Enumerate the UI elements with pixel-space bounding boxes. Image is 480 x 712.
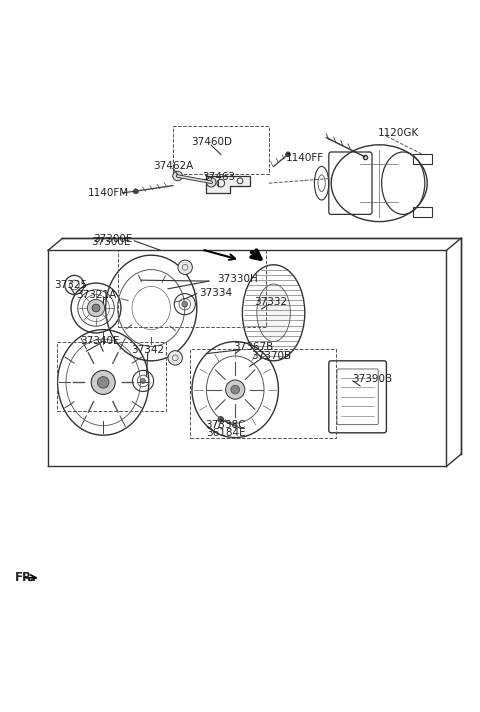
Text: 37321A: 37321A (76, 290, 116, 300)
Bar (413, 155, 432, 164)
Bar (413, 207, 432, 216)
Text: 1140FM: 1140FM (87, 188, 129, 198)
Circle shape (91, 370, 115, 394)
Text: 1120GK: 1120GK (378, 127, 419, 138)
Circle shape (178, 260, 192, 274)
Circle shape (182, 301, 188, 307)
Ellipse shape (257, 284, 290, 342)
Text: 37463: 37463 (202, 172, 235, 182)
Text: 37300E: 37300E (93, 234, 132, 244)
Text: 37367B: 37367B (233, 342, 274, 352)
Bar (190, 349, 336, 438)
Polygon shape (206, 176, 250, 193)
Circle shape (141, 379, 145, 383)
Text: 37370B: 37370B (251, 351, 291, 361)
Circle shape (286, 152, 290, 157)
Circle shape (226, 380, 245, 399)
Circle shape (173, 171, 182, 181)
Circle shape (218, 417, 224, 422)
Text: 37334: 37334 (199, 288, 233, 298)
Text: 37332: 37332 (254, 297, 288, 307)
Text: 36184E: 36184E (206, 428, 245, 438)
Text: 37460D: 37460D (191, 137, 232, 147)
Bar (57, 342, 166, 412)
Circle shape (92, 304, 100, 312)
Text: 37342: 37342 (131, 345, 165, 355)
Text: 1140FF: 1140FF (286, 153, 324, 163)
Text: 37340E: 37340E (80, 335, 120, 345)
Text: 37338C: 37338C (205, 420, 246, 430)
Circle shape (87, 299, 105, 317)
Text: 37390B: 37390B (352, 374, 392, 384)
Circle shape (133, 189, 138, 194)
Bar (118, 251, 266, 328)
Circle shape (168, 351, 182, 365)
Text: 37330H: 37330H (217, 274, 258, 284)
Text: 37300E: 37300E (91, 237, 130, 247)
Circle shape (97, 377, 109, 388)
Text: 37325: 37325 (54, 280, 87, 290)
Circle shape (206, 177, 216, 187)
Circle shape (231, 385, 240, 394)
Text: FR.: FR. (15, 571, 37, 585)
Text: 37462A: 37462A (153, 161, 193, 171)
